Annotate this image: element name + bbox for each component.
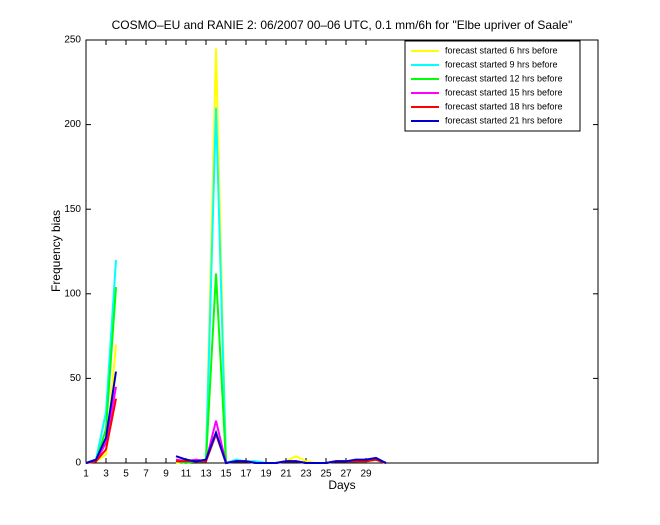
series-line (85, 371, 387, 465)
x-tick-label: 25 (320, 469, 332, 480)
x-tick-label: 29 (360, 469, 372, 480)
x-tick-label: 21 (280, 469, 292, 480)
x-tick-label: 5 (123, 469, 129, 480)
x-tick-label: 15 (220, 469, 232, 480)
x-tick-label: 11 (181, 469, 192, 480)
x-tick-label: 27 (340, 469, 352, 480)
y-tick-label: 150 (64, 204, 81, 215)
x-tick-label: 19 (260, 469, 272, 480)
x-tick-label: 17 (240, 469, 252, 480)
x-tick-label: 13 (200, 469, 212, 480)
legend-label: forecast started 21 hrs before (445, 115, 563, 125)
x-tick-label: 9 (163, 469, 169, 480)
legend-label: forecast started 15 hrs before (445, 87, 563, 97)
y-tick-label: 50 (70, 373, 82, 384)
legend-label: forecast started 6 hrs before (445, 45, 558, 55)
x-tick-label: 3 (103, 469, 109, 480)
legend-label: forecast started 12 hrs before (445, 73, 563, 83)
legend-box (404, 40, 581, 132)
y-tick-label: 250 (64, 35, 81, 46)
y-axis-label: Frequency bias (49, 210, 63, 292)
legend-label: forecast started 9 hrs before (445, 59, 558, 69)
x-tick-label: 23 (300, 469, 312, 480)
x-tick-label: 7 (143, 469, 149, 480)
y-tick-label: 200 (64, 119, 81, 130)
y-tick-label: 100 (64, 288, 81, 299)
legend-label: forecast started 18 hrs before (445, 101, 563, 111)
x-axis-label: Days (328, 478, 355, 492)
chart-title: COSMO–EU and RANIE 2: 06/2007 00–06 UTC,… (112, 18, 573, 32)
y-tick-label: 0 (75, 458, 81, 469)
x-tick-label: 1 (83, 469, 89, 480)
